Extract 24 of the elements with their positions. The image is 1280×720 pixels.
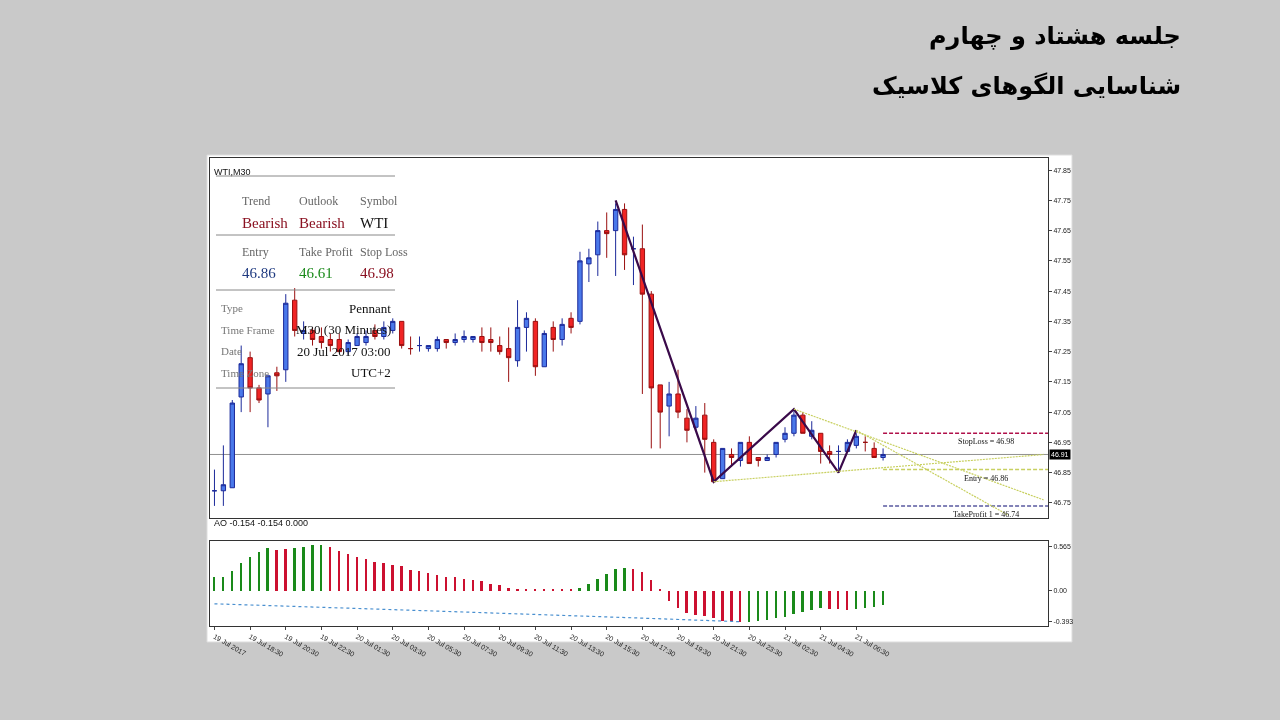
- annotation: Bearish: [299, 215, 346, 231]
- annotation: WTI: [360, 215, 389, 231]
- annotation: 46.86: [242, 265, 277, 281]
- annotation: Trend: [242, 194, 271, 208]
- annotation: Symbol: [360, 194, 399, 208]
- annotation: Pennant: [349, 301, 392, 316]
- annotation: 46.61: [299, 265, 333, 281]
- ref-line-label: Entry = 46.86: [964, 474, 1009, 483]
- annotation: Bearish: [242, 215, 289, 231]
- annotation: WTI,M30: [214, 167, 251, 177]
- ref-line-label: TakeProfit 1 = 46.74: [953, 510, 1020, 519]
- annotation: Outlook: [299, 194, 339, 208]
- annotation: Take Profit: [299, 245, 354, 259]
- chart-subtitle: شناسایی الگوهای کلاسیک: [872, 72, 1182, 100]
- chart-title: جلسه هشتاد و چهارم: [929, 22, 1181, 50]
- annotation: 46.98: [360, 265, 394, 281]
- annotation: Type: [221, 302, 243, 314]
- annotation: Time Frame: [221, 324, 275, 336]
- annotation: Entry: [242, 245, 269, 259]
- annotation: 20 Jul 2017 03:00: [297, 344, 391, 359]
- chart-title: AO -0.154 -0.154 0.000: [214, 518, 309, 528]
- annotation: UTC+2: [351, 365, 391, 380]
- ref-line-label: StopLoss = 46.98: [958, 437, 1015, 446]
- annotation: Stop Loss: [360, 245, 409, 259]
